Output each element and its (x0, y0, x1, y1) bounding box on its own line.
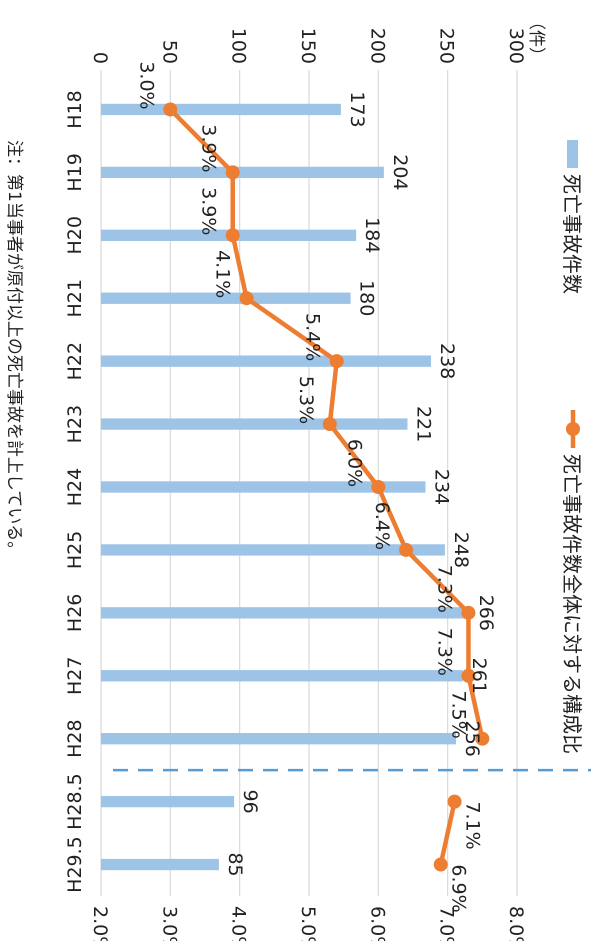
right-axis-tick-label: 8.0% (505, 906, 527, 941)
x-axis-category-label: H21 (64, 279, 86, 317)
line-value-label: 7.3% (433, 565, 455, 613)
bar (101, 355, 432, 367)
left-axis-tick-label: 200 (366, 28, 388, 64)
ratio-point (371, 480, 386, 494)
bar (101, 858, 219, 871)
bar-value-label: 96 (239, 790, 261, 814)
legend-label-bars: 死亡事故件数 (560, 174, 584, 294)
x-axis-category-label: H23 (64, 405, 86, 443)
bar-value-label: 261 (468, 658, 490, 694)
line-value-label: 3.0% (135, 61, 157, 109)
line-value-label: 4.1% (212, 250, 234, 298)
line-value-label: 6.0% (343, 439, 365, 487)
x-axis-category-label: H29.5 (64, 836, 86, 893)
axes: 0 50 100 150 200 250 300 2.0% 3.0% 4.0% 5.0% 6.0% 7.… (64, 13, 546, 941)
bar-value-label: 238 (436, 343, 458, 379)
ratio-line (438, 801, 457, 866)
line-value-label: 5.3% (295, 376, 317, 424)
x-axis-category-label: H24 (64, 468, 86, 506)
bar (101, 733, 456, 745)
x-axis-category-label: H28.5 (64, 773, 86, 830)
x-axis-category-label: H20 (64, 216, 86, 254)
bar (100, 544, 445, 556)
line-value-label: 3.9% (198, 124, 220, 172)
ratio-point (433, 857, 448, 872)
ratio-point (461, 605, 476, 620)
bar (101, 795, 235, 808)
x-axis-category-label: H28 (64, 719, 86, 757)
left-axis-tick-label: 250 (436, 28, 458, 64)
bar (100, 670, 463, 682)
bar-value-label: 221 (412, 406, 434, 442)
x-axis-category-label: H27 (64, 657, 86, 695)
left-axis-tick-label: 300 (505, 28, 527, 64)
bar-value-label: 204 (389, 154, 411, 190)
line-value-label: 7.3% (433, 628, 455, 676)
ratio-point (329, 354, 344, 369)
ratio-point (225, 228, 240, 243)
line-value-label: 5.4% (302, 313, 324, 361)
x-axis-category-label: H19 (64, 153, 86, 191)
legend-marker-ratio (566, 422, 580, 436)
ratio-point (225, 165, 240, 180)
right-axis-tick-label: 6.0% (366, 906, 388, 941)
line-value-label: 3.9% (198, 187, 220, 235)
ratio-point (322, 417, 337, 432)
bar-value-label: 180 (356, 280, 378, 316)
bar (101, 166, 384, 179)
bar-value-label: 85 (224, 852, 246, 876)
left-axis-tick-label: 150 (297, 28, 319, 64)
bar (101, 292, 351, 304)
bar-value-label: 184 (361, 217, 383, 253)
right-axis-tick-label: 2.0% (89, 906, 111, 941)
x-axis-category-label: H25 (64, 531, 86, 569)
x-axis-category-label: H26 (64, 594, 86, 632)
chart-rotated-group: 173 204 184 180 238 221 234 248 266 261 256 96 85 3.0… (4, 13, 591, 941)
ratio-point (461, 668, 476, 683)
left-axis-tick-label: 0 (89, 52, 111, 64)
x-axis-category-label: H22 (64, 342, 86, 380)
right-axis-tick-label: 7.0% (436, 906, 458, 941)
right-axis-tick-label: 4.0% (228, 906, 250, 941)
bar-value-label: 266 (475, 595, 497, 631)
ratio-point (475, 731, 490, 746)
ratio-point (399, 542, 414, 557)
chart-note: 注：第1当事者が原付以上の死亡事故を計上している。 (4, 140, 24, 558)
bar-value-label: 234 (430, 469, 452, 505)
legend-label-ratio: 死亡事故件数全体に対する構成比 (560, 454, 584, 754)
left-axis-unit-label: （件） (526, 13, 546, 64)
bar-series (100, 103, 470, 871)
line-value-label: 6.4% (371, 502, 393, 550)
line-value-label: 6.9% (448, 864, 470, 912)
line-value-label: 7.1% (462, 801, 484, 849)
left-axis-tick-label: 50 (158, 40, 180, 64)
bar (101, 418, 408, 430)
bar-value-label: 256 (461, 721, 483, 757)
ratio-point (239, 291, 254, 306)
bar (101, 607, 470, 619)
line-value-label: 7.5% (447, 691, 469, 739)
right-axis-tick-label: 5.0% (297, 906, 319, 941)
left-axis-tick-label: 100 (228, 28, 250, 64)
bar (101, 103, 341, 116)
line-series (163, 102, 490, 872)
bar-value-label: 248 (450, 532, 472, 568)
right-axis-tick-label: 3.0% (158, 906, 180, 941)
bar-value-label: 173 (346, 91, 368, 127)
ratio-point (163, 102, 178, 117)
legend-swatch-bars (567, 140, 578, 168)
data-labels: 173 204 184 180 238 221 234 248 266 261 256 96 85 3.0… (135, 61, 497, 912)
x-axis-category-label: H18 (64, 90, 86, 128)
ratio-point (447, 794, 462, 809)
bar (100, 481, 426, 493)
